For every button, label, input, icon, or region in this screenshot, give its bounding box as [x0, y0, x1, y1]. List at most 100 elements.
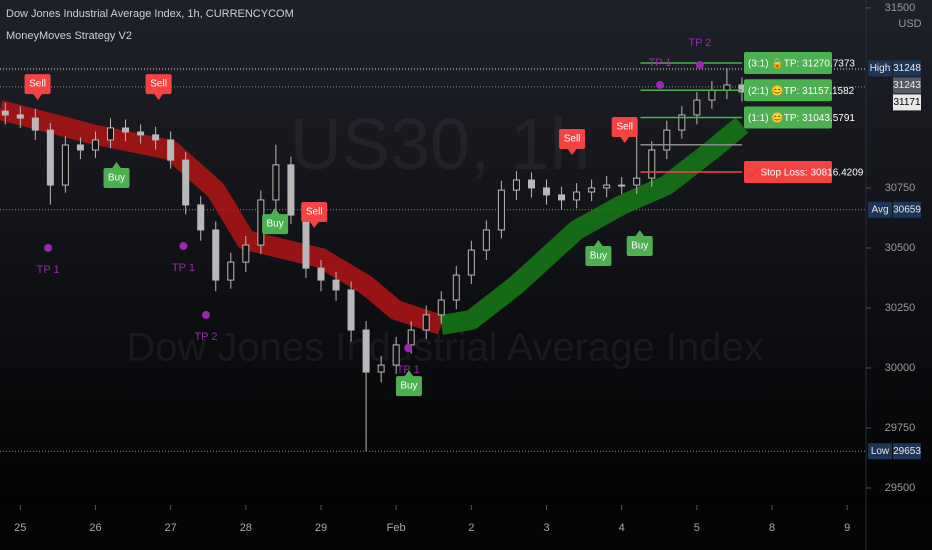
- y-tick-label: 30750: [885, 182, 916, 194]
- x-tick-label: 9: [844, 522, 850, 534]
- x-tick-label: 8: [769, 522, 775, 534]
- candle-body: [543, 187, 551, 196]
- signal-box: [24, 74, 51, 95]
- signal-pointer: [270, 208, 281, 216]
- x-tick-label: 25: [14, 522, 26, 534]
- signal-label: Buy: [400, 381, 417, 392]
- candle-body: [182, 159, 190, 206]
- x-tick-label: 27: [165, 522, 177, 534]
- price-badge-tag: [868, 443, 892, 460]
- candle-body: [287, 164, 295, 216]
- candle-body: [558, 194, 566, 201]
- candle-body: [362, 329, 370, 373]
- candle-body: [663, 129, 671, 151]
- price-badge-value: 29653: [893, 446, 921, 457]
- signal-box: [611, 117, 638, 138]
- trade-level-box: [744, 79, 832, 102]
- target-dot: [695, 61, 704, 70]
- price-badge-label: Avg: [871, 204, 888, 215]
- trade-level-label: ❌Stop Loss: 30816.4209: [748, 166, 864, 179]
- candle-body: [242, 244, 250, 263]
- candle-body: [197, 204, 205, 231]
- currency: USD: [898, 18, 921, 30]
- y-tick-label: 31500: [885, 2, 916, 14]
- candle-body: [227, 261, 235, 281]
- x-tick-label: Feb: [387, 522, 406, 534]
- x-tick-label: 2: [468, 522, 474, 534]
- candle-body: [527, 179, 535, 189]
- price-badge-tag: [868, 201, 892, 218]
- candle-body: [723, 84, 731, 91]
- candle-body: [167, 139, 175, 161]
- price-badge-tag: [868, 60, 892, 77]
- candle-body: [407, 329, 415, 346]
- candle-body: [422, 314, 430, 331]
- trade-level-box: [744, 106, 832, 129]
- price-badge-value: 30659: [893, 204, 921, 215]
- signal-box: [145, 74, 172, 95]
- signal-label: Sell: [29, 79, 46, 90]
- signal-pointer: [32, 93, 43, 101]
- watermark-ticker: US30, 1h: [290, 105, 590, 185]
- candle-body: [317, 267, 325, 281]
- target-label: TP 2: [194, 331, 217, 343]
- signal-pointer: [309, 221, 320, 229]
- signal-box: [301, 202, 328, 223]
- price-badge-label: High: [870, 63, 891, 74]
- x-tick-label: 3: [543, 522, 549, 534]
- trade-level-label: (1:1) 😊TP: 31043.5791: [748, 112, 855, 124]
- candle-body: [437, 299, 445, 316]
- target-dot: [44, 243, 53, 252]
- y-tick-label: 30250: [885, 302, 916, 314]
- signal-label: Buy: [631, 241, 648, 252]
- candle-body: [152, 134, 160, 141]
- target-dot: [404, 344, 413, 353]
- target-label: TP 1: [172, 262, 195, 274]
- price-badge: [893, 77, 921, 94]
- target-dot: [179, 242, 188, 251]
- signal-label: Sell: [150, 79, 167, 90]
- target-label: TP 1: [37, 264, 60, 276]
- indicator-title: MoneyMoves Strategy V2: [6, 30, 132, 42]
- candle-body: [61, 144, 69, 186]
- candle-body: [272, 164, 280, 201]
- price-badge-value: 31171: [893, 97, 921, 108]
- candle-body: [618, 184, 626, 187]
- signal-pointer: [619, 136, 630, 144]
- x-tick-label: 26: [89, 522, 101, 534]
- candle-body: [122, 127, 130, 133]
- candle-body: [648, 149, 656, 179]
- candle-body: [603, 184, 611, 189]
- y-tick-label: 29750: [885, 422, 916, 434]
- candle-body: [693, 99, 701, 116]
- trade-level-label: (2:1) 😊TP: 31157.1582: [748, 85, 855, 97]
- signal-pointer: [567, 148, 578, 156]
- price-badge-value: 31243: [893, 80, 921, 91]
- candle-body: [332, 279, 340, 291]
- candle-body: [573, 191, 581, 201]
- price-badge: [893, 201, 921, 218]
- candle-body: [91, 139, 99, 151]
- candle-body: [633, 177, 641, 186]
- candle-body: [377, 364, 385, 373]
- trade-level-label: (3:1) 🔒TP: 31270.7373: [748, 58, 855, 70]
- signal-pointer: [153, 93, 164, 101]
- symbol-title: Dow Jones Industrial Average Index, 1h, …: [6, 8, 294, 20]
- candle-body: [107, 127, 115, 141]
- target-dot: [201, 310, 210, 319]
- candle-body: [46, 129, 54, 186]
- signal-pointer: [593, 240, 604, 248]
- signal-box: [626, 235, 653, 256]
- price-badge: [893, 443, 921, 460]
- candle-body: [76, 144, 84, 151]
- candle-body: [1, 110, 9, 116]
- ribbon: [439, 117, 749, 335]
- candle-body: [467, 249, 475, 276]
- trade-level-box: [744, 51, 832, 74]
- candle-body: [16, 114, 24, 119]
- candle-body: [497, 189, 505, 231]
- signal-box: [103, 168, 130, 189]
- signal-label: Sell: [616, 122, 633, 133]
